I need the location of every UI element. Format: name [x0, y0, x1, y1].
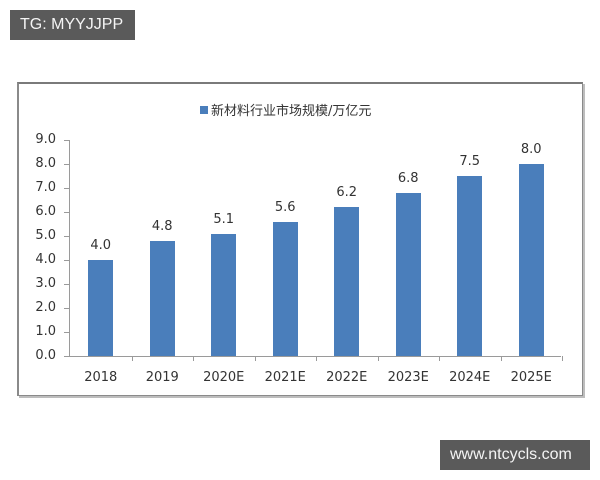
y-tick-label: 8.0: [35, 156, 56, 171]
value-label: 7.5: [459, 154, 481, 169]
x-tick-label: 2018: [84, 370, 118, 385]
watermark-bottom-right: www.ntcycls.com: [440, 440, 590, 470]
legend-swatch-icon: [200, 105, 208, 114]
x-tick: [500, 356, 502, 361]
bar-2020E: [211, 233, 237, 356]
value-label: 6.8: [397, 170, 419, 186]
y-tick-label: 1.0: [35, 324, 56, 339]
value-label: 8.0: [520, 142, 542, 157]
bar-2022E: [334, 207, 360, 356]
y-tick: [64, 236, 69, 237]
x-tick: [377, 356, 379, 361]
y-tick: [64, 260, 69, 261]
value-label: 4.8: [151, 218, 173, 234]
x-tick-label: 2019: [145, 370, 179, 385]
y-tick-label: 3.0: [35, 276, 56, 291]
y-tick-label: 4.0: [35, 252, 56, 267]
y-tick-label: 2.0: [35, 300, 56, 315]
value-label: 5.1: [213, 211, 235, 227]
y-tick: [64, 284, 69, 285]
bar-2019: [149, 240, 175, 356]
value-label: 6.2: [336, 185, 358, 201]
x-tick: [254, 356, 256, 361]
x-tick-label: 2023E: [387, 370, 429, 385]
y-tick: [64, 140, 69, 141]
y-tick: [64, 164, 69, 165]
x-axis: [69, 356, 561, 357]
bar-2018: [88, 260, 114, 356]
y-tick: [64, 356, 69, 357]
y-tick-label: 6.0: [35, 204, 56, 219]
bar-2023E: [395, 192, 421, 356]
legend-label: 新材料行业市场规模/万亿元: [211, 104, 372, 119]
y-tick-label: 7.0: [35, 180, 56, 195]
x-tick-label: 2024E: [449, 370, 491, 385]
y-tick: [64, 332, 69, 333]
y-tick: [64, 188, 69, 189]
x-tick: [316, 356, 317, 361]
bar-2025E: [518, 164, 544, 356]
x-tick-label: 2021E: [264, 370, 306, 385]
y-axis: [69, 140, 70, 356]
bar-2024E: [457, 176, 483, 356]
x-tick: [439, 356, 440, 361]
x-tick: [131, 356, 133, 361]
value-label: 5.6: [274, 199, 296, 215]
value-label: 4.0: [90, 238, 112, 253]
y-tick-label: 0.0: [35, 348, 56, 363]
watermark-top-left: TG: MYYJJPP: [10, 10, 135, 40]
y-tick: [64, 308, 69, 309]
chart-legend: 新材料行业市场规模/万亿元: [200, 100, 371, 119]
y-tick: [64, 212, 69, 213]
x-tick-label: 2025E: [510, 370, 552, 385]
y-tick-label: 5.0: [35, 228, 56, 243]
x-tick: [562, 356, 563, 361]
y-tick-label: 9.0: [35, 132, 56, 147]
x-tick-label: 2020E: [203, 370, 245, 385]
x-tick-label: 2022E: [326, 370, 368, 385]
bar-2021E: [272, 221, 298, 356]
x-tick: [193, 356, 194, 361]
